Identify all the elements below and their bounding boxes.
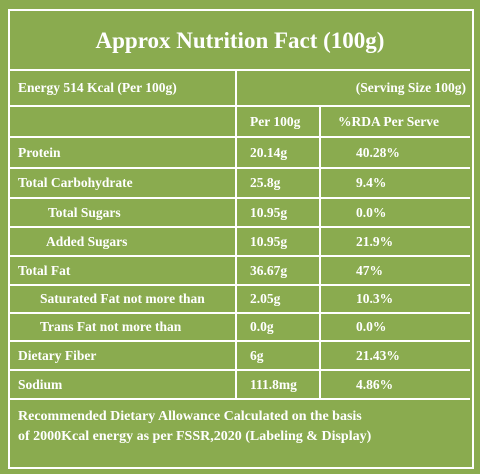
title: Approx Nutrition Fact (100g): [95, 28, 385, 53]
nutrient-name: Protein: [18, 144, 61, 160]
per-100g: 0.0g: [250, 319, 274, 334]
per-100g: 25.8g: [250, 175, 281, 190]
header-rda: %RDA Per Serve: [338, 113, 439, 129]
row-line: [10, 312, 470, 314]
footer-line: Recommended Dietary Allowance Calculated…: [18, 409, 362, 424]
row-line: [10, 197, 470, 199]
rda: 10.3%: [356, 291, 394, 306]
row-line: [10, 369, 470, 371]
row-line: [10, 105, 470, 107]
per-100g: 36.67g: [250, 262, 288, 278]
rda: 0.0%: [356, 204, 387, 220]
rda: 21.43%: [356, 347, 400, 363]
footer: Recommended Dietary Allowance Calculated…: [18, 407, 371, 447]
rda: 4.86%: [356, 376, 394, 392]
row-line: [10, 255, 470, 257]
frame: [8, 9, 474, 469]
row-line: [10, 136, 470, 138]
col-line: [319, 106, 321, 399]
per-100g: 10.95g: [250, 204, 288, 220]
energy-label: Energy 514 Kcal (Per 100g): [18, 80, 177, 95]
per-100g: 6g: [250, 347, 264, 363]
rda: 40.28%: [356, 144, 400, 160]
row-line: [10, 284, 470, 286]
per-100g: 10.95g: [250, 233, 288, 249]
col-line: [235, 70, 237, 399]
row-line: [10, 167, 470, 169]
header-per100: Per 100g: [250, 113, 301, 129]
nutrient-name: Dietary Fiber: [18, 347, 97, 363]
nutrient-name: Trans Fat not more than: [40, 319, 182, 334]
row-line: [10, 398, 470, 400]
serving-size: (Serving Size 100g): [355, 80, 466, 95]
row-line: [10, 340, 470, 342]
row-line: [10, 69, 470, 71]
nutrient-name: Total Carbohydrate: [18, 175, 133, 190]
row-line: [10, 226, 470, 228]
nutrient-name: Total Sugars: [48, 204, 121, 220]
rda: 21.9%: [356, 233, 394, 249]
nutrient-name: Total Fat: [18, 262, 71, 278]
per-100g: 20.14g: [250, 144, 288, 160]
rda: 47%: [356, 262, 383, 278]
nutrient-name: Sodium: [18, 376, 63, 392]
footer-line: of 2000Kcal energy as per FSSR,2020 (Lab…: [18, 429, 372, 444]
rda: 0.0%: [356, 319, 387, 334]
rda: 9.4%: [356, 175, 387, 190]
per-100g: 2.05g: [250, 291, 281, 306]
nutrient-name: Saturated Fat not more than: [40, 291, 205, 306]
per-100g: 111.8mg: [250, 376, 297, 392]
nutrient-name: Added Sugars: [46, 233, 128, 249]
